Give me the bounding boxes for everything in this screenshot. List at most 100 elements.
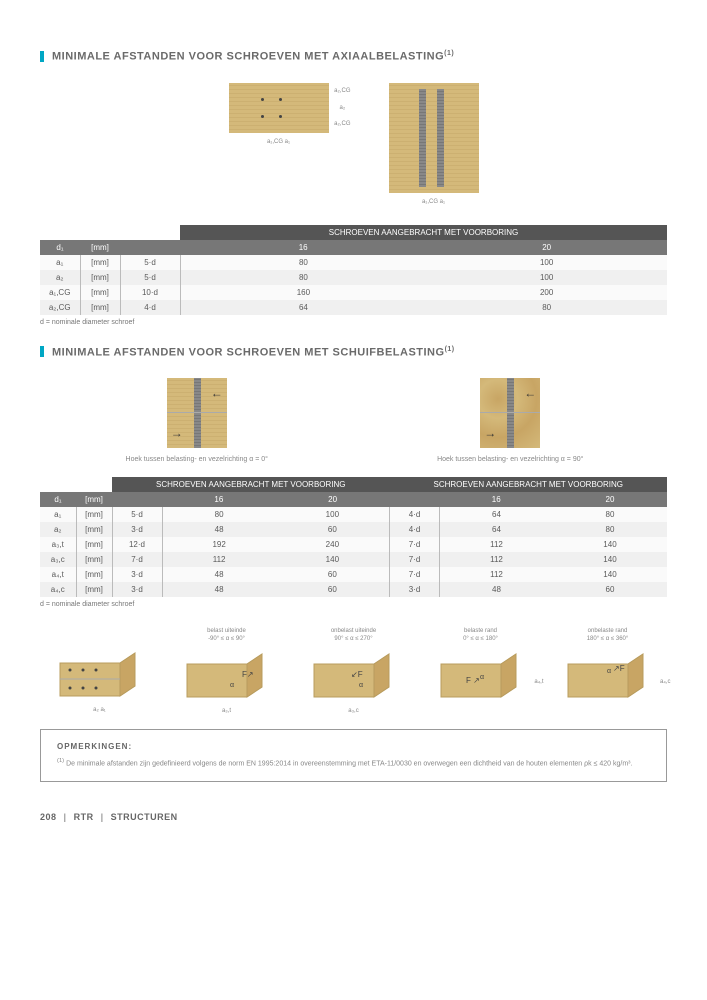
svg-text:F ↗: F ↗	[466, 676, 480, 685]
cell: a₂	[40, 522, 76, 537]
cell: 80	[162, 507, 276, 522]
cell: 60	[276, 522, 390, 537]
iso-caption: onbelast uiteinde 90° ≤ α ≤ 270°	[294, 628, 413, 642]
section2-title-text: MINIMALE AFSTANDEN VOOR SCHROEVEN MET SC…	[52, 346, 455, 359]
cell: 60	[553, 582, 667, 597]
cell: 140	[553, 567, 667, 582]
page-footer: 208 | RTR | STRUCTUREN	[40, 812, 667, 822]
caption-left: Hoek tussen belasting- en vezelrichting …	[40, 456, 354, 463]
table1-footnote: d = nominale diameter schroef	[40, 319, 667, 326]
cell: 100	[426, 255, 667, 270]
side-labels: a₂,CG a₂ a₂,CG	[334, 83, 350, 133]
cell: [mm]	[76, 522, 112, 537]
iso-sub: a₃,t	[167, 708, 286, 714]
svg-text:F↗: F↗	[242, 670, 254, 679]
cell: 7·d	[389, 567, 439, 582]
page-number: 208	[40, 812, 57, 822]
remarks-text: (1) De minimale afstanden zijn gedefinie…	[57, 757, 650, 769]
wood-square-1: ← →	[167, 378, 227, 448]
svg-text:α: α	[230, 682, 234, 689]
diagram-shear-90: ← →	[480, 378, 540, 450]
cell: 3·d	[112, 522, 162, 537]
cell: 60	[276, 567, 390, 582]
cell: 140	[553, 537, 667, 552]
iso-caption: belast uiteinde -90° ≤ α ≤ 90°	[167, 628, 286, 642]
cell: [mm]	[80, 255, 120, 270]
cell: 7·d	[112, 552, 162, 567]
cell: [mm]	[76, 567, 112, 582]
diagram-horizontal-wood: a₂,CG a₂ a₂,CG a₁,CG a₁	[229, 83, 329, 205]
cell: 112	[439, 537, 552, 552]
iso-wood-5: α ↗F a₄,c	[563, 649, 653, 706]
cell: 3·d	[112, 582, 162, 597]
iso-1: a₂ a₁	[40, 628, 159, 713]
table2: SCHROEVEN AANGEBRACHT MET VOORBORING SCH…	[40, 477, 667, 597]
cell: 16	[162, 492, 276, 507]
wood-plank-h: a₂,CG a₂ a₂,CG	[229, 83, 329, 133]
cell: 48	[439, 582, 552, 597]
iso-wood-4: F ↗ α a₄,t	[436, 649, 526, 706]
title-label: MINIMALE AFSTANDEN VOOR SCHROEVEN MET SC…	[52, 346, 445, 358]
bottom-label-left: a₁,CG a₁	[229, 139, 329, 145]
iso-side-label: a₄,c	[660, 679, 670, 685]
col-d1: d₁	[40, 240, 80, 255]
diagram-shear-0: ← →	[167, 378, 227, 450]
table1: SCHROEVEN AANGEBRACHT MET VOORBORING d₁ …	[40, 225, 667, 315]
cell: 240	[276, 537, 390, 552]
cell: 112	[162, 552, 276, 567]
iso-wood-3: ↙F α	[309, 649, 399, 706]
cell: 80	[426, 300, 667, 315]
cell: 3·d	[112, 567, 162, 582]
cell: 100	[426, 270, 667, 285]
cell: 5·d	[120, 255, 180, 270]
col-16: 16	[180, 240, 426, 255]
lbl: a₂,CG	[334, 88, 350, 94]
cell: 10·d	[120, 285, 180, 300]
cell: 20	[553, 492, 667, 507]
cell: [mm]	[80, 285, 120, 300]
cell: 192	[162, 537, 276, 552]
cell: a₄,t	[40, 567, 76, 582]
cell: 200	[426, 285, 667, 300]
cell: 140	[276, 552, 390, 567]
table2-header-l: SCHROEVEN AANGEBRACHT MET VOORBORING	[112, 477, 389, 492]
cell: 160	[180, 285, 426, 300]
cell: a₁,CG	[40, 285, 80, 300]
cell: 4·d	[389, 507, 439, 522]
section1-title-text: MINIMALE AFSTANDEN VOOR SCHROEVEN MET AX…	[52, 50, 454, 63]
cell: 20	[276, 492, 390, 507]
cell: [mm]	[76, 492, 112, 507]
footer-brand: RTR	[74, 812, 94, 822]
section1-diagrams: a₂,CG a₂ a₂,CG a₁,CG a₁ a₁,CG a₁	[40, 83, 667, 205]
cell: a₂,CG	[40, 300, 80, 315]
cell: 3·d	[389, 582, 439, 597]
cell: 60	[276, 582, 390, 597]
svg-text:α: α	[607, 668, 611, 675]
cell: 100	[276, 507, 390, 522]
cell: 112	[439, 552, 552, 567]
cell: 5·d	[112, 507, 162, 522]
cell: 5·d	[120, 270, 180, 285]
iso-4: belaste rand 0° ≤ α ≤ 180° F ↗ α a₄,t	[421, 628, 540, 713]
footer-section: STRUCTUREN	[111, 812, 178, 822]
wood-plank-v	[389, 83, 479, 193]
caption-right: Hoek tussen belasting- en vezelrichting …	[354, 456, 668, 463]
cell: 112	[439, 567, 552, 582]
cell: 48	[162, 582, 276, 597]
section2-diagrams: ← → ← →	[40, 378, 667, 450]
cell: a₁	[40, 255, 80, 270]
cell: a₄,c	[40, 582, 76, 597]
title-accent	[40, 51, 44, 62]
cell: 48	[162, 522, 276, 537]
cell: [mm]	[80, 270, 120, 285]
svg-text:↗F: ↗F	[613, 664, 625, 673]
cell: [mm]	[76, 552, 112, 567]
remarks-body: De minimale afstanden zijn gedefinieerd …	[66, 760, 632, 767]
section2-captions: Hoek tussen belasting- en vezelrichting …	[40, 456, 667, 473]
cell: [mm]	[76, 507, 112, 522]
lbl: a₂,CG	[334, 121, 350, 127]
cell: 4·d	[120, 300, 180, 315]
iso-5: onbelaste rand 180° ≤ α ≤ 360° α ↗F a₄,c	[548, 628, 667, 713]
svg-text:α: α	[359, 682, 363, 689]
wood-square-2: ← →	[480, 378, 540, 448]
